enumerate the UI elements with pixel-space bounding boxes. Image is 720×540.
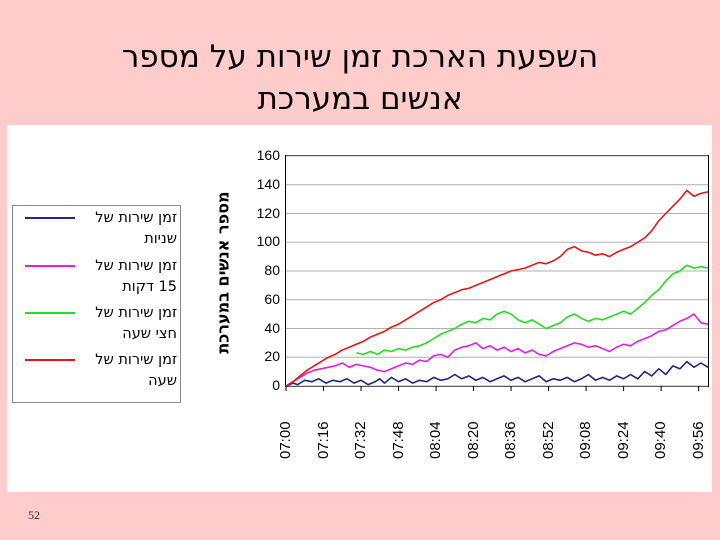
legend: זמן שירות של שניות זמן שירות של 15 דקות … [12,205,181,403]
legend-label: זמן שירות של חצי שעה [95,305,177,342]
slide-title-line2: אנשים במערכת [257,81,463,117]
y-tick-label: 140 [256,175,280,192]
x-tick-label: 09:40 [652,421,670,459]
x-tick-label: 09:56 [689,421,707,459]
series-line-0 [285,360,709,387]
y-tick-label: 120 [256,204,280,221]
series-line-2 [356,264,709,356]
legend-item-half-hour: זמן שירות של חצי שעה [19,303,177,351]
y-tick-label: 0 [272,377,280,393]
legend-swatch [25,312,75,314]
gridlines [285,155,708,391]
legend-swatch [25,217,75,219]
slide-title: השפעת הארכת זמן שירות על מספר אנשים במער… [0,36,720,120]
series-line-1 [285,313,709,387]
x-tick-label: 07:48 [389,421,407,459]
x-tick-label: 08:52 [539,421,557,459]
series-lines [285,189,709,387]
legend-swatch [25,359,75,361]
x-tick-label: 07:00 [277,421,294,459]
legend-item-hour: זמן שירות של שעה [19,350,177,398]
legend-label: זמן שירות של שעה [95,352,177,389]
y-tick-label: 80 [264,262,280,278]
legend-item-seconds: זמן שירות של שניות [19,208,177,256]
y-tick-label: 40 [264,319,280,336]
legend-label: זמן שירות של 15 דקות [95,258,177,295]
x-tick-label: 07:32 [352,421,370,459]
x-tick-label: 08:04 [427,421,445,459]
x-tick-label: 08:20 [464,421,482,459]
slide-title-line1: השפעת הארכת זמן שירות על מספר [121,39,599,75]
x-tick-label: 09:24 [614,421,632,459]
x-tick-label: 09:08 [577,421,595,459]
x-tick-label: 08:36 [502,421,520,459]
y-axis-label: מספר אנשים במערכת [213,191,233,354]
legend-item-15min: זמן שירות של 15 דקות [19,256,177,304]
y-tick-label: 60 [264,290,280,307]
y-tick-label: 160 [256,147,280,163]
y-tick-label: 20 [264,348,280,365]
x-tick-label: 07:16 [314,421,332,459]
page-number: 52 [28,508,40,522]
legend-swatch [25,265,75,267]
series-line-3 [285,189,709,387]
legend-label: זמן שירות של שניות [95,210,177,247]
y-tick-label: 100 [256,233,280,250]
